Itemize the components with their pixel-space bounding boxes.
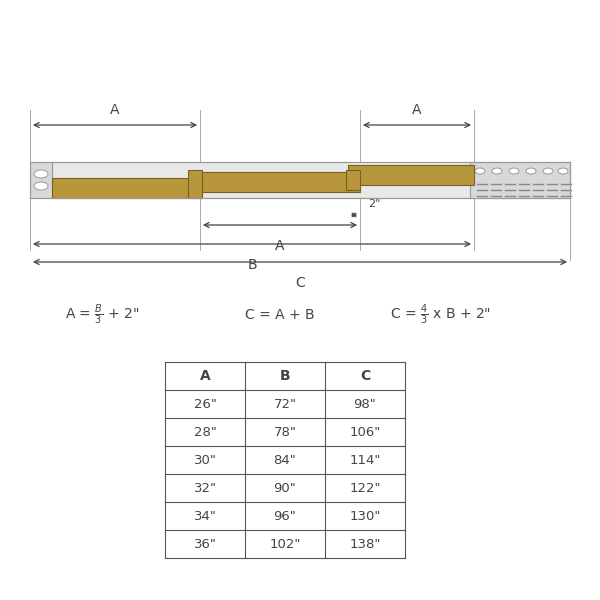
Text: A: A (275, 239, 285, 253)
Text: C = $\frac{4}{3}$ x B + 2": C = $\frac{4}{3}$ x B + 2" (390, 303, 491, 327)
Text: C: C (360, 369, 370, 383)
Text: 84": 84" (274, 454, 296, 467)
Text: A = $\frac{B}{3}$ + 2": A = $\frac{B}{3}$ + 2" (65, 303, 140, 327)
Text: 36": 36" (194, 538, 217, 551)
Text: 106": 106" (349, 425, 380, 439)
Ellipse shape (34, 182, 48, 190)
Bar (348, 165, 474, 185)
Text: 98": 98" (353, 397, 376, 410)
Text: C = A + B: C = A + B (245, 308, 315, 322)
Ellipse shape (475, 168, 485, 174)
Text: 26": 26" (194, 397, 217, 410)
Text: A: A (0, 599, 1, 600)
Text: C: C (0, 599, 1, 600)
Text: 90": 90" (274, 481, 296, 494)
Text: 2": 2" (368, 199, 380, 209)
Bar (52, 162, 570, 198)
Text: B: B (280, 369, 290, 383)
Text: 32": 32" (193, 481, 217, 494)
Text: 96": 96" (274, 509, 296, 523)
Ellipse shape (558, 168, 568, 174)
Ellipse shape (492, 168, 502, 174)
Ellipse shape (526, 168, 536, 174)
Text: 138": 138" (349, 538, 380, 551)
Bar (190, 172, 360, 192)
Text: 114": 114" (349, 454, 380, 467)
Bar (470, 162, 570, 198)
Text: 30": 30" (194, 454, 217, 467)
Text: A: A (200, 369, 211, 383)
Bar (346, 170, 360, 190)
Text: 72": 72" (274, 397, 296, 410)
Bar (52, 178, 200, 198)
Text: 122": 122" (349, 481, 381, 494)
Bar (188, 170, 202, 198)
Text: 28": 28" (194, 425, 217, 439)
Text: C: C (295, 276, 305, 290)
Text: 130": 130" (349, 509, 380, 523)
Text: 78": 78" (274, 425, 296, 439)
Text: A: A (110, 103, 120, 117)
Text: B: B (0, 599, 1, 600)
Bar (30, 162, 52, 198)
Text: 102": 102" (269, 538, 301, 551)
Ellipse shape (509, 168, 519, 174)
Ellipse shape (34, 170, 48, 178)
Text: 34": 34" (194, 509, 217, 523)
Text: B: B (247, 258, 257, 272)
Text: A: A (412, 103, 422, 117)
Ellipse shape (543, 168, 553, 174)
